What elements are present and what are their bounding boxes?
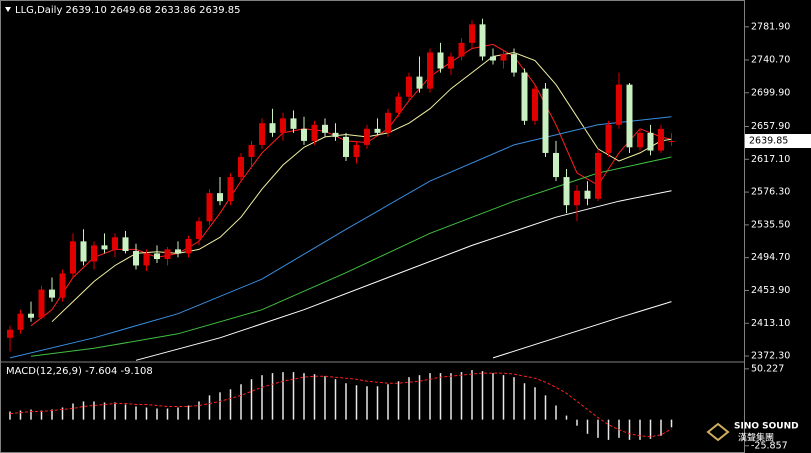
macd-title: MACD(12,26,9) -7.604 -9.108 [6,366,153,377]
candle-body [196,221,202,239]
candle-body [91,245,97,262]
candle-body [574,190,580,206]
candle-body [38,289,45,318]
candle-body [248,144,255,157]
candle-body [626,84,633,148]
y-tick-label: 2372.30 [751,351,790,362]
candle-body [427,52,433,89]
candle-body [542,88,549,153]
y-tick-label: 2657.90 [751,121,790,132]
candle-body [112,237,118,250]
candle-body [301,128,307,141]
moving-average [492,301,672,359]
y-tick-label: 2494.70 [751,252,790,263]
candle-body [668,141,675,143]
candle-body [80,241,87,262]
logo-name: SINO SOUND [734,422,799,432]
candle-body [70,241,76,274]
candle-body [28,313,34,318]
menu-arrow [5,7,11,12]
candle-body [563,177,570,206]
moving-average [30,156,672,357]
logo-name-cn: 漢聲集團 [738,432,774,444]
candle-body [616,84,622,125]
candle-body [154,253,160,260]
marks [7,18,675,440]
candle-body [637,132,643,148]
candle-body [290,118,297,129]
candle-body [217,193,223,202]
candle-body [238,156,244,178]
candle-body [584,190,591,199]
candle-body [353,144,360,157]
price-box [745,134,811,149]
candle-body [647,132,654,151]
candle-body [553,152,559,178]
y-tick-label: 2535.50 [751,219,790,230]
candle-body [206,193,213,222]
candle-body [227,177,234,202]
candle-body [500,54,507,61]
price-label: 2639.85 [749,136,788,147]
y-tick-label: 2699.90 [751,87,790,98]
candle-body [658,128,664,151]
candle-body [59,273,66,298]
candle-body [164,249,171,260]
candle-body [133,251,139,266]
logo: SINO SOUND 漢聲集團 [706,422,799,444]
candle-body [437,52,444,69]
candle-body [17,313,24,330]
moving-average [9,116,672,359]
candle-body [490,56,496,61]
signal-line [9,372,672,438]
y-tick-label: 2453.90 [751,285,790,296]
y-tick-label: 2576.30 [751,187,790,198]
candle-body [395,96,402,113]
candle-body [269,123,276,133]
y-axis: 2781.90 2740.70 2699.90 2657.90 2617.10 2576.… [745,21,811,451]
y-tick-label: 50.227 [751,363,784,374]
y-tick-label: 2781.90 [751,21,790,32]
candle-body [605,124,612,153]
candle-body [332,132,339,137]
moving-average [135,190,672,361]
candle-body [416,76,423,89]
chart-title: LLG,Daily 2639.10 2649.68 2633.86 2639.8… [15,5,241,16]
y-tick-label: 2413.10 [751,318,790,329]
candle-body [511,54,517,73]
candle-body [469,24,475,43]
candle-body [385,112,391,133]
candle-body [406,76,412,97]
candle-body [175,249,181,254]
candle-body [122,237,129,252]
candle-body [595,152,601,199]
candle-body [101,245,108,250]
candle-body [49,289,55,298]
candle-body [364,128,370,145]
candle-body [448,56,454,69]
candle-body [185,238,192,254]
candle-body [322,124,328,133]
candle-body [521,72,528,121]
y-tick-label: 2740.70 [751,54,790,65]
candle-body [280,118,286,133]
candle-body [532,88,538,121]
candle-body [479,24,486,57]
candle-body [259,123,265,145]
candle-body [7,329,13,338]
candle-body [343,136,349,157]
plot-frame [0,0,745,453]
candle-body [143,253,150,266]
y-tick-label: 2617.10 [751,154,790,165]
candle-body [311,124,318,141]
y-tick-label: -25.857 [751,440,788,451]
logo-mark [706,422,730,442]
candle-body [458,42,465,57]
candle-body [374,128,381,133]
